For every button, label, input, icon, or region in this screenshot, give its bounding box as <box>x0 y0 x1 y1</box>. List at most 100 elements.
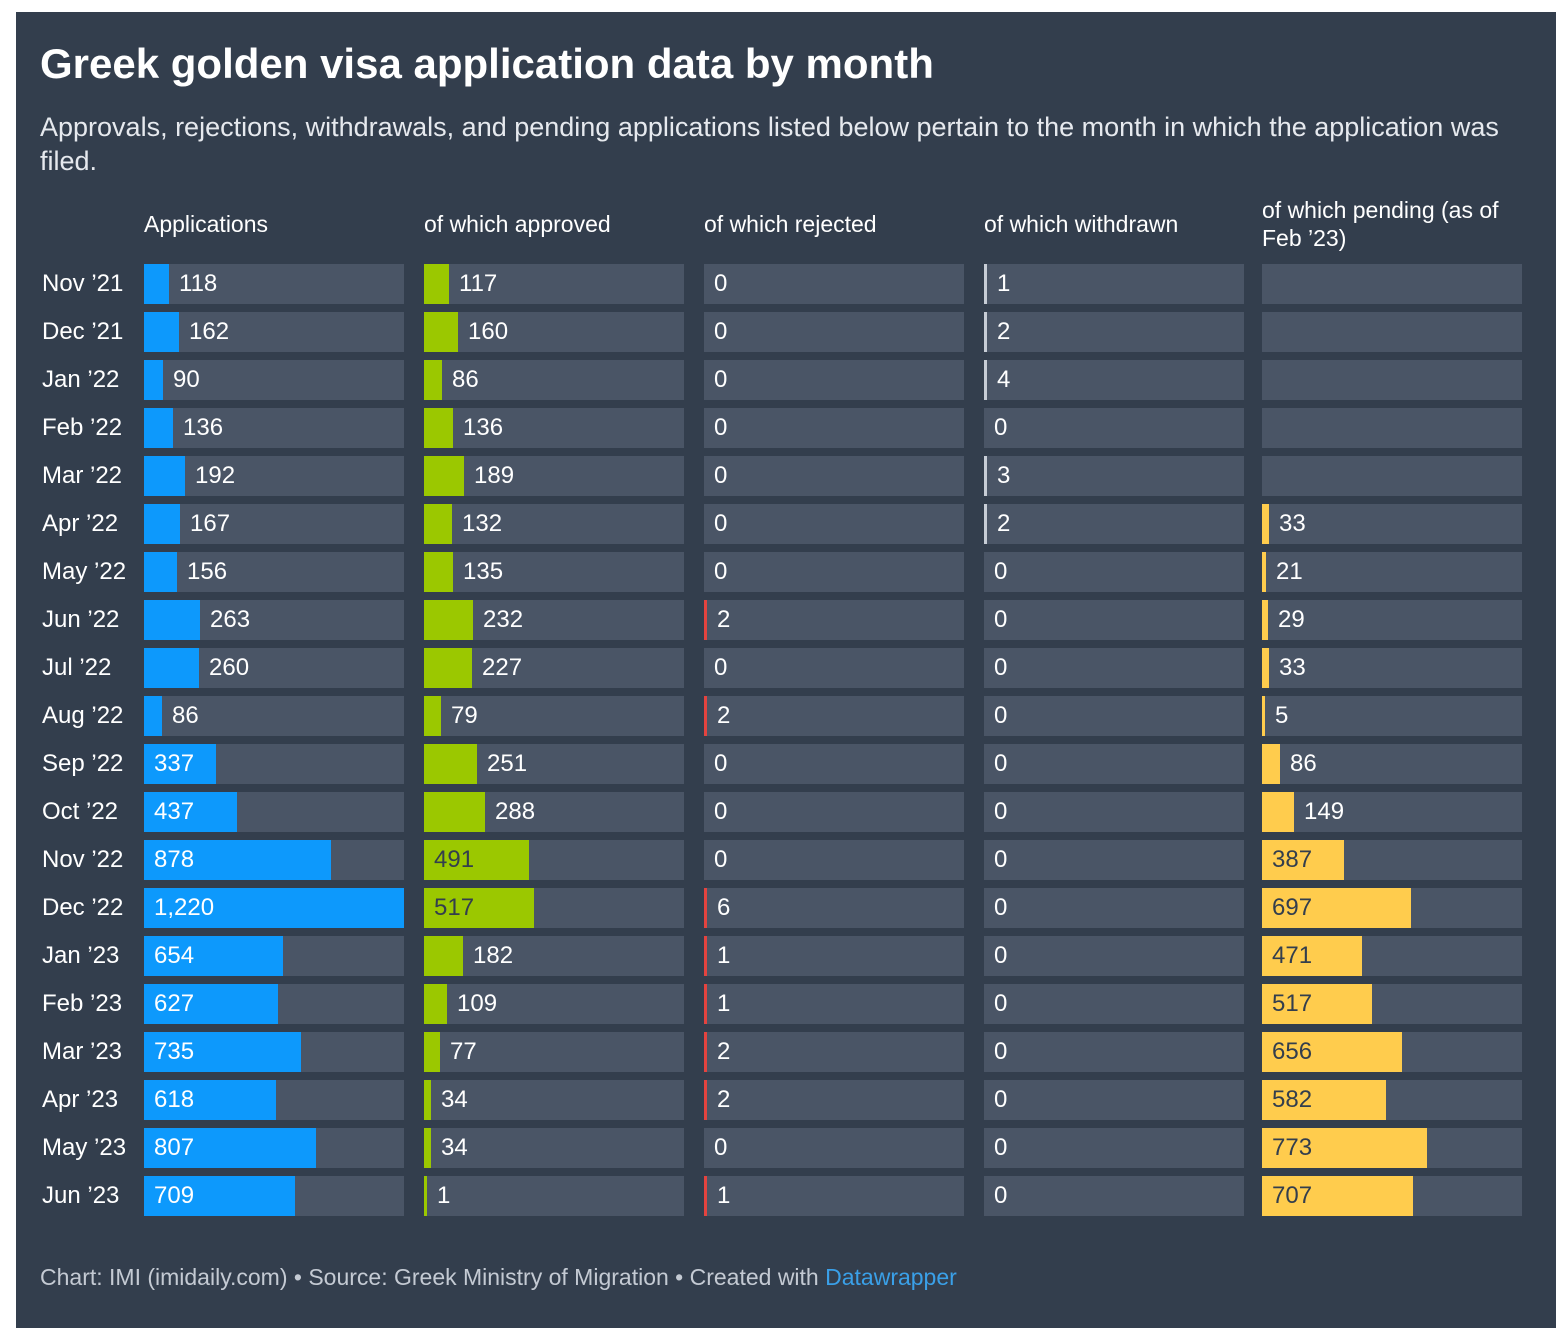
bar-track: 517 <box>424 888 684 928</box>
bar-track <box>1262 456 1522 496</box>
bar-track: 0 <box>984 552 1244 592</box>
bar <box>1262 840 1344 880</box>
bar-track: 189 <box>424 456 684 496</box>
bar-value-label: 0 <box>994 414 1008 441</box>
row-label: Mar ’22 <box>42 462 123 489</box>
bar <box>704 1032 707 1072</box>
bar <box>144 792 237 832</box>
bar-value-label: 90 <box>173 366 200 393</box>
bar-value-label: 0 <box>994 750 1008 777</box>
bar-value-label: 3 <box>997 462 1011 489</box>
bar-value-label: 132 <box>462 510 503 537</box>
bar-track: 0 <box>984 1176 1244 1216</box>
bar <box>144 1032 301 1072</box>
bar-value-label: 0 <box>714 366 728 393</box>
bar <box>704 888 707 928</box>
bar-value-label: 697 <box>1272 894 1313 921</box>
bar-value-label: 156 <box>187 558 228 585</box>
bar-value-label: 0 <box>994 990 1008 1017</box>
bar-track: 1 <box>704 1176 964 1216</box>
column-header-0: Applications <box>144 211 269 237</box>
bar-track: 149 <box>1262 792 1522 832</box>
bar <box>144 312 179 352</box>
bar-value-label: 2 <box>997 318 1011 345</box>
bar-value-label: 109 <box>457 990 498 1017</box>
bar-value-label: 1,220 <box>154 894 215 921</box>
bar-value-label: 0 <box>994 798 1008 825</box>
bar <box>1262 984 1372 1024</box>
row-label: Jan ’23 <box>42 942 120 969</box>
row-label: Aug ’22 <box>42 702 124 729</box>
row-label: Feb ’23 <box>42 990 123 1017</box>
bar <box>704 984 707 1024</box>
bar-value-label: 618 <box>154 1086 195 1113</box>
bar-track: 709 <box>144 1176 404 1216</box>
bar-value-label: 1 <box>997 270 1011 297</box>
bar-track: 1 <box>984 264 1244 304</box>
bar-track: 878 <box>144 840 404 880</box>
row-label: Apr ’22 <box>42 510 119 537</box>
bar-track: 656 <box>1262 1032 1522 1072</box>
bar-value-label: 2 <box>717 606 731 633</box>
bar-value-label: 182 <box>473 942 514 969</box>
bar <box>424 888 534 928</box>
bar-track: 735 <box>144 1032 404 1072</box>
bar-track: 90 <box>144 360 404 400</box>
row-label: Oct ’22 <box>42 798 119 825</box>
bar-value-label: 4 <box>997 366 1011 393</box>
bar-value-label: 117 <box>459 270 498 297</box>
bar-track: 0 <box>704 312 964 352</box>
bar-value-label: 0 <box>714 846 728 873</box>
bar-track: 21 <box>1262 552 1522 592</box>
bar-track: 2 <box>704 696 964 736</box>
bar-track: 0 <box>704 1128 964 1168</box>
bar <box>1262 696 1265 736</box>
bar-value-label: 0 <box>714 558 728 585</box>
bar-track: 192 <box>144 456 404 496</box>
bar-value-label: 0 <box>714 750 728 777</box>
bar-track <box>1262 264 1522 304</box>
bar <box>1262 1176 1413 1216</box>
bar <box>424 1032 440 1072</box>
bar-value-label: 707 <box>1272 1182 1313 1209</box>
row-label: Mar ’23 <box>42 1038 123 1065</box>
bar <box>424 504 452 544</box>
bar <box>144 936 283 976</box>
bar-value-label: 2 <box>717 1086 731 1113</box>
bar-track: 387 <box>1262 840 1522 880</box>
bar-value-label: 0 <box>714 1134 728 1161</box>
bar <box>1262 1128 1427 1168</box>
bar <box>424 552 453 592</box>
bar-value-label: 162 <box>189 318 230 345</box>
bar <box>144 1176 295 1216</box>
bar-track: 33 <box>1262 504 1522 544</box>
bar-value-label: 582 <box>1272 1086 1313 1113</box>
bar-value-label: 192 <box>195 462 236 489</box>
row-label: Jun ’23 <box>42 1182 120 1209</box>
bar-value-label: 0 <box>714 318 728 345</box>
bar-value-label: 227 <box>482 654 523 681</box>
bar <box>424 1176 427 1216</box>
bar-value-label: 654 <box>154 942 195 969</box>
bar-track: 135 <box>424 552 684 592</box>
bar-value-label: 0 <box>994 558 1008 585</box>
bar <box>424 648 472 688</box>
bar-track: 4 <box>984 360 1244 400</box>
bar-track: 182 <box>424 936 684 976</box>
bar-track: 0 <box>704 648 964 688</box>
bar <box>1262 600 1268 640</box>
bar-track: 2 <box>704 1080 964 1120</box>
row-label: Apr ’23 <box>42 1086 119 1113</box>
column-header-4: of which pending (as of Feb ’23) <box>1262 197 1499 251</box>
bar-track: 86 <box>1262 744 1522 784</box>
bar-track: 0 <box>984 696 1244 736</box>
bar-value-label: 29 <box>1278 606 1305 633</box>
bar <box>1262 1080 1386 1120</box>
row-label: May ’22 <box>42 558 127 585</box>
bar-track: 1 <box>704 984 964 1024</box>
bar-value-label: 251 <box>487 750 528 777</box>
bar-track: 136 <box>424 408 684 448</box>
datawrapper-link[interactable]: Datawrapper <box>825 1264 957 1290</box>
bar-track: 0 <box>704 792 964 832</box>
bar-track: 0 <box>704 840 964 880</box>
